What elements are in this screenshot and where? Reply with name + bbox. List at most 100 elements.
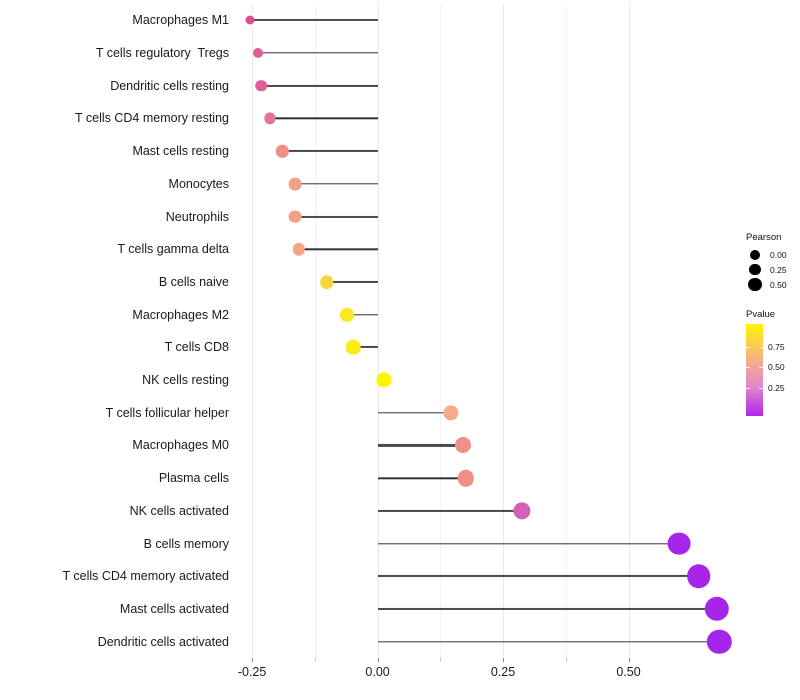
gridline-major (503, 4, 505, 658)
lollipop-stem (352, 346, 378, 349)
y-axis-label: B cells memory (143, 536, 229, 551)
y-axis-label: T cells CD4 memory activated (62, 569, 230, 583)
colorbar-tick-label: 0.50 (768, 362, 785, 373)
x-tick-label: 0.50 (616, 665, 641, 679)
x-tick-label: 0.00 (365, 665, 390, 679)
pearson-legend-title: Pearson (746, 232, 782, 243)
lollipop-stem (377, 477, 466, 479)
y-axis-label: T cells CD4 memory resting (75, 111, 229, 126)
lollipop-point[interactable] (264, 112, 276, 125)
lollipop-stem (377, 575, 699, 578)
lollipop-stem (249, 19, 378, 22)
lollipop-stem (261, 84, 378, 87)
pvalue-color-legend: Pvalue 0.75 0.50 0.25 (744, 309, 800, 416)
lollipop-stem (346, 313, 378, 316)
lollipop-point[interactable] (513, 502, 531, 520)
lollipop-stem (377, 640, 720, 643)
y-axis-label: T cells gamma delta (117, 242, 229, 256)
lollipop-stem (377, 607, 717, 610)
colorbar-tick (759, 347, 763, 348)
colorbar-tick-label: 0.75 (768, 342, 785, 352)
lollipop-stem (326, 280, 378, 283)
pvalue-colorbar-wrap: 0.75 0.50 0.25 (744, 324, 800, 416)
lollipop-point[interactable] (345, 340, 361, 355)
pearson-legend-dot-swatch (744, 249, 766, 260)
x-tick-major (252, 658, 254, 662)
lollipop-point[interactable] (443, 405, 459, 421)
lollipop-stem (377, 542, 679, 545)
y-axis-label: Dendritic cells activated (97, 634, 229, 649)
y-axis-label: Neutrophils (165, 209, 229, 224)
x-tick-minor (440, 658, 442, 661)
y-axis-label: NK cells activated (129, 503, 229, 518)
lollipop-point[interactable] (457, 469, 475, 487)
lollipop-stem (294, 215, 378, 218)
gridline-major (252, 4, 254, 658)
lollipop-point[interactable] (455, 437, 472, 454)
x-axis: -0.25 0.00 0.25 0.50 (232, 658, 744, 688)
y-axis-label: Plasma cells (158, 470, 229, 485)
circle-icon (748, 277, 762, 292)
colorbar-tick (746, 347, 750, 348)
pearson-legend-value: 0.00 (770, 249, 787, 260)
y-axis-label: T cells CD8 (164, 340, 229, 355)
y-axis-label: NK cells resting (142, 372, 229, 387)
gridline-minor (440, 4, 442, 658)
y-axis-label: Mast cells resting (132, 143, 229, 158)
lollipop-stem (298, 248, 378, 250)
lollipop-point[interactable] (288, 177, 302, 191)
lollipop-point[interactable] (245, 15, 255, 25)
pearson-legend-entries: 0.00 0.25 0.50 (744, 247, 800, 292)
x-tick-major (628, 658, 630, 662)
y-axis-label: T cells follicular helper (105, 405, 229, 420)
lollipop-point[interactable] (704, 596, 730, 622)
gridline-minor (565, 4, 567, 658)
lollipop-point[interactable] (375, 372, 392, 388)
pearson-legend-row: 0.50 (744, 277, 800, 292)
colorbar-tick (746, 388, 750, 390)
colorbar-tick (746, 367, 750, 369)
lollipop-stem (294, 183, 378, 185)
lollipop-point[interactable] (320, 275, 334, 289)
x-tick-major (377, 658, 379, 662)
pvalue-legend-title: Pvalue (746, 309, 776, 320)
pearson-legend-dot-swatch (744, 263, 766, 276)
y-axis-label: Macrophages M1 (132, 13, 229, 28)
y-axis-label: B cells naive (158, 274, 229, 289)
lollipop-point[interactable] (292, 243, 305, 256)
y-axis-label: Macrophages M2 (132, 307, 229, 322)
x-tick-label: -0.25 (237, 665, 267, 679)
pearson-size-legend: Pearson 0.00 0.25 0.50 (744, 232, 800, 292)
gridline-major (628, 4, 630, 658)
x-tick-minor (565, 658, 567, 661)
y-axis-label: T cells regulatory Tregs (95, 45, 229, 60)
lollipop-point[interactable] (707, 629, 732, 654)
lollipop-stem (377, 509, 523, 512)
lollipop-stem (270, 117, 378, 120)
x-tick-minor (314, 658, 316, 661)
circle-icon (750, 249, 760, 260)
pearson-legend-dot-swatch (744, 277, 766, 292)
lollipop-point[interactable] (253, 48, 264, 59)
lollipop-point[interactable] (275, 144, 289, 158)
circle-icon (749, 263, 761, 276)
y-axis-label: Mast cells activated (119, 601, 229, 616)
gridline-major (377, 4, 379, 658)
pearson-legend-row: 0.00 (744, 247, 800, 262)
lollipop-point[interactable] (255, 79, 267, 92)
lollipop-point[interactable] (667, 532, 691, 555)
lollipop-stem (377, 412, 451, 414)
lollipop-point[interactable] (687, 564, 711, 589)
lollipop-stem (258, 52, 378, 54)
y-axis-label-group: Macrophages M1 T cells regulatory Tregs De… (0, 0, 230, 700)
y-axis-label: Macrophages M0 (132, 438, 229, 453)
plot-panel (232, 4, 744, 658)
colorbar-tick-label: 0.25 (768, 383, 785, 394)
legend-group: Pearson 0.00 0.25 0.50 Pvalue 0.75 0.50 0.25 (744, 232, 800, 416)
x-tick-major (503, 658, 505, 662)
colorbar-tick (759, 388, 763, 390)
lollipop-point[interactable] (339, 307, 354, 322)
lollipop-point[interactable] (288, 210, 302, 223)
y-axis-label: Dendritic cells resting (110, 78, 229, 93)
